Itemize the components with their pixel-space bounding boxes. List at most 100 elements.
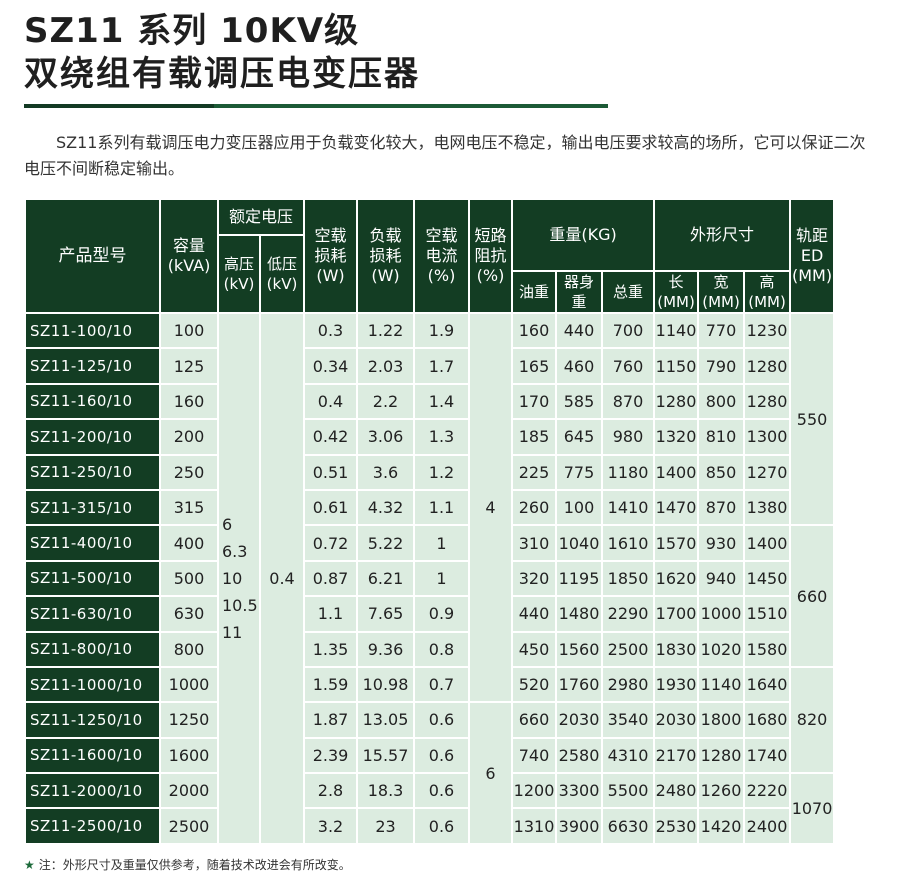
- table-row: SZ11-2000/10 2000 2.8 18.3 0.6 1200 3300 5500 24…: [26, 774, 895, 843]
- cell-noload-loss: 0.4: [305, 384, 357, 419]
- cell-height: 1740: [745, 738, 790, 773]
- cell-body-weight: 1040: [557, 526, 602, 560]
- cell-length: 1280: [655, 384, 698, 419]
- cell-width: 770: [699, 314, 744, 348]
- cell-oil-weight: 310: [513, 526, 556, 560]
- cell-capacity: 1250: [161, 703, 217, 737]
- cell-height: 1450: [745, 561, 790, 596]
- cell-capacity: 160: [161, 384, 217, 419]
- cell-body-weight: 3300: [557, 774, 602, 808]
- cell-length: 1470: [655, 490, 698, 525]
- header-oil-weight: 油重: [513, 272, 556, 312]
- cell-height: 1280: [745, 384, 790, 419]
- cell-model: SZ11-315/10: [26, 490, 159, 525]
- cell-oil-weight: 160: [513, 314, 556, 348]
- cell-length: 2170: [655, 738, 698, 773]
- cell-oil-weight: 660: [513, 703, 556, 737]
- header-width: 宽 (MM): [699, 272, 744, 312]
- intro-paragraph: SZ11系列有载调压电力变压器应用于负载变化较大，电网电压不稳定，输出电压要求较…: [24, 133, 866, 178]
- cell-length: 1320: [655, 420, 698, 454]
- cell-height: 1230: [745, 314, 790, 348]
- cell-oil-weight: 740: [513, 738, 556, 773]
- cell-oil-weight: 165: [513, 349, 556, 383]
- cell-model: SZ11-500/10: [26, 561, 159, 596]
- cell-width: 1020: [699, 632, 744, 666]
- cell-capacity: 400: [161, 526, 217, 560]
- cell-body-weight: 645: [557, 420, 602, 454]
- impedance-cell: 6: [470, 703, 512, 843]
- cell-capacity: 2000: [161, 774, 217, 808]
- table-row: SZ11-2500/10 2500 3.2 23 0.6 1310 3900 6630 2530…: [26, 809, 895, 843]
- cell-oil-weight: 185: [513, 420, 556, 454]
- cell-load-loss: 23: [358, 809, 414, 843]
- gauge-cell: 820: [791, 667, 834, 773]
- cell-length: 1150: [655, 349, 698, 383]
- cell-noload-current: 1.3: [415, 420, 469, 454]
- cell-noload-loss: 1.59: [305, 667, 357, 702]
- cell-noload-current: 1: [415, 526, 469, 560]
- cell-noload-current: 1: [415, 561, 469, 596]
- cell-load-loss: 6.21: [358, 561, 414, 596]
- cell-total-weight: 6630: [603, 809, 654, 843]
- header-noload-loss: 空载 损耗 (W): [305, 200, 357, 312]
- cell-noload-loss: 0.72: [305, 526, 357, 560]
- cell-body-weight: 2030: [557, 703, 602, 737]
- table-row: SZ11-160/10 160 0.4 2.2 1.4 170 585 870 1280 800 1…: [26, 384, 895, 419]
- footnote-text: 注：外形尺寸及重量仅供参考，随着技术改进会有所改变。: [38, 858, 351, 872]
- cell-total-weight: 2500: [603, 632, 654, 666]
- cell-noload-current: 0.6: [415, 703, 469, 737]
- cell-oil-weight: 260: [513, 490, 556, 525]
- cell-width: 1280: [699, 738, 744, 773]
- cell-total-weight: 1610: [603, 526, 654, 560]
- cell-capacity: 2500: [161, 809, 217, 843]
- cell-noload-loss: 2.39: [305, 738, 357, 773]
- title-line-2: 双绕组有载调压电变压器: [24, 54, 420, 94]
- cell-noload-current: 1.4: [415, 384, 469, 419]
- table-row: SZ11-1250/10 1250 1.87 13.05 0.6 6 660 2030 3540…: [26, 703, 895, 843]
- cell-noload-current: 1.9: [415, 314, 469, 348]
- cell-capacity: 1000: [161, 667, 217, 702]
- table-row: SZ11-400/10 400 0.72 5.22 1 310 1040 1610 1570 93…: [26, 526, 895, 666]
- cell-width: 1800: [699, 703, 744, 737]
- cell-model: SZ11-800/10: [26, 632, 159, 666]
- cell-width: 850: [699, 455, 744, 489]
- cell-noload-loss: 0.42: [305, 420, 357, 454]
- title-divider: [24, 104, 608, 108]
- cell-capacity: 125: [161, 349, 217, 383]
- cell-model: SZ11-630/10: [26, 597, 159, 631]
- cell-width: 940: [699, 561, 744, 596]
- cell-body-weight: 775: [557, 455, 602, 489]
- cell-length: 1930: [655, 667, 698, 702]
- cell-model: SZ11-1000/10: [26, 667, 159, 702]
- cell-total-weight: 1180: [603, 455, 654, 489]
- cell-width: 790: [699, 349, 744, 383]
- cell-width: 810: [699, 420, 744, 454]
- header-lv: 低压 (kV): [261, 236, 304, 312]
- header-hv: 高压 (kV): [219, 236, 259, 312]
- header-total-weight: 总重: [603, 272, 654, 312]
- cell-noload-current: 0.6: [415, 774, 469, 808]
- cell-length: 1400: [655, 455, 698, 489]
- cell-height: 2400: [745, 809, 790, 843]
- table-row: SZ11-315/10 315 0.61 4.32 1.1 260 100 1410 1470 8…: [26, 490, 895, 525]
- cell-body-weight: 1480: [557, 597, 602, 631]
- cell-capacity: 200: [161, 420, 217, 454]
- cell-oil-weight: 450: [513, 632, 556, 666]
- cell-length: 1620: [655, 561, 698, 596]
- cell-noload-current: 0.7: [415, 667, 469, 702]
- cell-total-weight: 3540: [603, 703, 654, 737]
- cell-total-weight: 2290: [603, 597, 654, 631]
- cell-total-weight: 700: [603, 314, 654, 348]
- cell-noload-current: 1.7: [415, 349, 469, 383]
- cell-total-weight: 870: [603, 384, 654, 419]
- cell-noload-loss: 0.34: [305, 349, 357, 383]
- cell-noload-current: 0.9: [415, 597, 469, 631]
- hv-value: 6: [222, 514, 233, 534]
- cell-body-weight: 1195: [557, 561, 602, 596]
- cell-noload-loss: 1.1: [305, 597, 357, 631]
- cell-capacity: 100: [161, 314, 217, 348]
- cell-height: 1680: [745, 703, 790, 737]
- table-row: SZ11-250/10 250 0.51 3.6 1.2 225 775 1180 1400 85…: [26, 455, 895, 489]
- cell-load-loss: 9.36: [358, 632, 414, 666]
- hv-values-cell: 6 6.3 10 10.5 11: [219, 314, 259, 843]
